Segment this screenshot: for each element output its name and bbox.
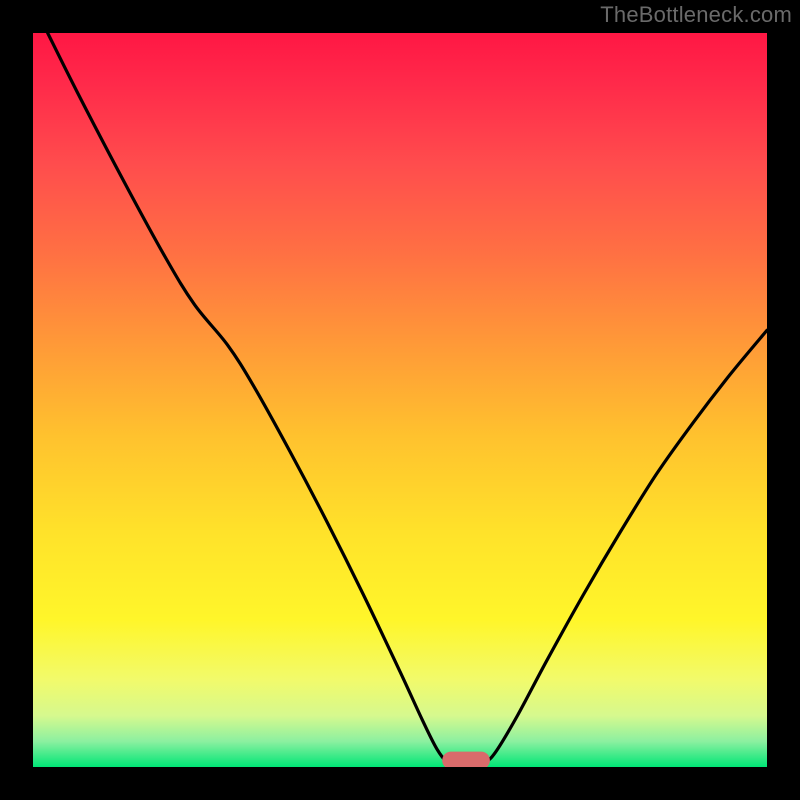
- chart-svg: [0, 0, 800, 800]
- watermark-text: TheBottleneck.com: [600, 2, 792, 28]
- optimal-marker: [442, 752, 490, 770]
- bottleneck-chart: TheBottleneck.com: [0, 0, 800, 800]
- plot-background: [33, 33, 767, 767]
